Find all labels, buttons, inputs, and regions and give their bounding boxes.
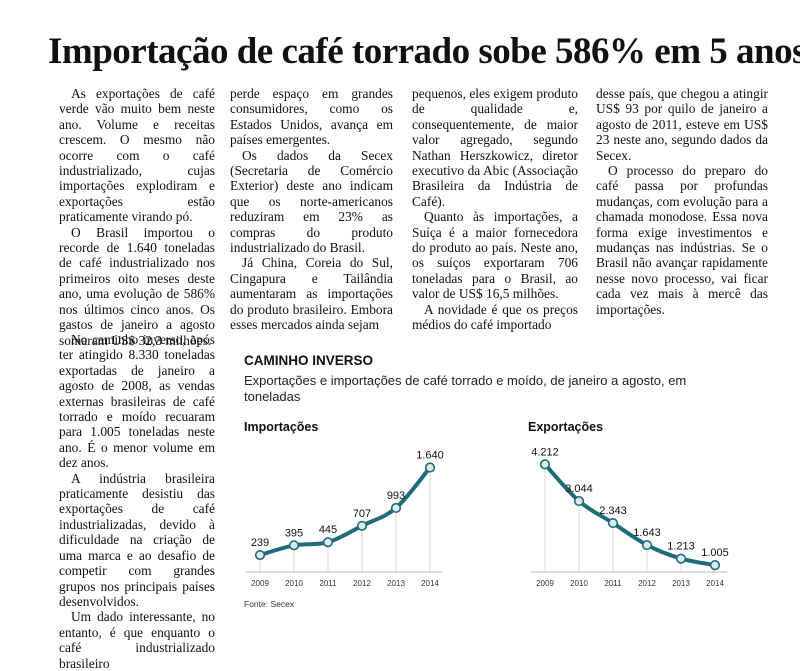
paragraph: O Brasil importou o recorde de 1.640 ton… [59,224,215,348]
x-tick-label: 2009 [251,579,269,588]
paragraph: As exportações de café verde vão muito b… [59,86,215,225]
paragraph: desse país, que chegou a atingir US$ 93 … [596,86,768,163]
article-column-4: desse país, que chegou a atingir US$ 93 … [596,86,768,317]
data-label: 1.643 [633,527,661,539]
paragraph: Os dados da Secex (Secretaria de Comérci… [230,147,393,256]
data-label: 1.005 [701,547,729,559]
data-point [322,537,334,548]
x-tick-label: 2010 [570,579,588,588]
series-line [258,465,432,558]
x-tick-label: 2011 [319,579,337,588]
paragraph: pequenos, eles exigem produto de qualida… [412,86,578,209]
paragraph: perde espaço em grandes consumidores, co… [230,86,393,148]
chart-title-importacoes: Importações [244,420,319,434]
data-point [356,520,368,531]
x-tick-label: 2014 [706,579,724,588]
x-tick-label: 2013 [387,579,405,588]
data-point [288,540,300,551]
data-point [254,549,266,561]
article-column-2: perde espaço em grandes consumidores, co… [230,86,393,333]
paragraph: Um dado interessante, no entanto, é que … [59,609,215,671]
data-label: 993 [387,490,405,502]
exports-line-chart: 4.212 2009 3.044 2010 2.343 2011 1.643 2012 1.21… [531,446,729,588]
infographic-subtitle: Exportações e importações de café torrad… [244,373,687,404]
x-tick-label: 2013 [672,579,690,588]
data-label: 2.343 [599,505,627,517]
x-tick-label: 2012 [638,579,656,588]
paragraph: O processo do preparo do café passa por … [596,163,768,317]
data-label: 4.212 [531,446,559,458]
paragraph: A indústria brasileira praticamente desi… [59,470,215,609]
data-label: 445 [319,524,337,536]
imports-line-chart: 239 2009 395 2010 445 2011 707 2012 993 2013 1.640… [246,450,444,588]
data-label: 239 [251,537,269,549]
headline: Importação de café torrado sobe 586% em … [48,31,800,72]
x-tick-label: 2012 [353,579,371,588]
data-point [539,459,551,470]
data-point [573,495,585,507]
data-label: 707 [353,508,371,520]
x-tick-label: 2010 [285,579,303,588]
data-label: 395 [285,527,303,539]
data-point [607,517,619,529]
data-point [390,502,402,514]
x-tick-label: 2014 [421,579,439,588]
article-column-1-continued: No caminho inverso, após ter atingido 8.… [59,332,215,671]
paragraph: A novidade é que os preços médios do caf… [412,301,578,333]
data-point [675,553,687,564]
paragraph: No caminho inverso, após ter atingido 8.… [59,332,215,471]
infographic-title: CAMINHO INVERSO [244,353,374,368]
x-tick-label: 2011 [604,579,622,588]
x-tick-label: 2009 [536,579,554,588]
paragraph: Quanto às importações, a Suíça é a maior… [412,209,578,302]
source-note: Fonte: Secex [244,599,295,609]
paragraph: Já China, Coreia do Sul, Cingapura e Tai… [230,255,393,333]
data-point [709,560,721,571]
data-label: 1.213 [667,541,695,553]
chart-title-exportacoes: Exportações [528,420,604,434]
data-point [424,462,436,473]
data-label: 1.640 [416,450,444,462]
data-label: 3.044 [565,483,593,495]
article-column-1: As exportações de café verde vão muito b… [59,86,215,348]
article-column-3: pequenos, eles exigem produto de qualida… [412,86,578,333]
data-point [641,539,653,551]
